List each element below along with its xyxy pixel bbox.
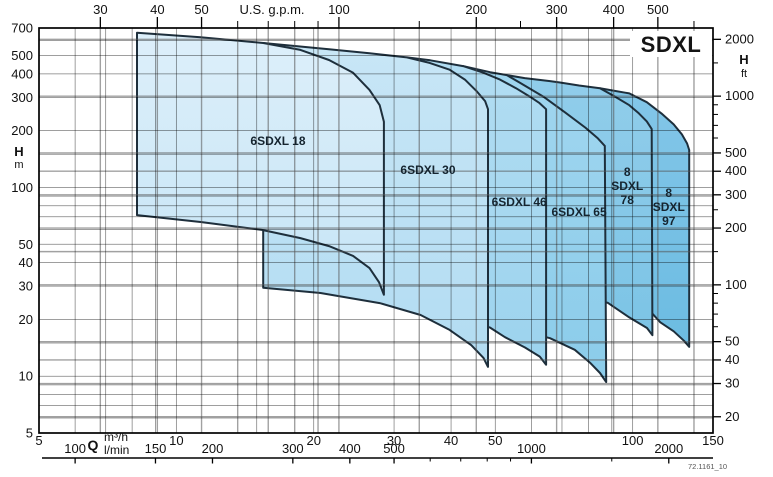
h-m-tick-label: 100 [11,180,33,195]
lmin-tick-label: 2000 [654,441,683,456]
ft-tick-label: 1000 [725,88,754,103]
series-title: SDXL [630,31,712,57]
region-label-8-sdxl-97: 97 [662,214,676,228]
left-axis-unit: m [14,159,23,171]
drawing-code: 72.1161_10 [688,462,727,471]
region-label-6sdxl-18: 6SDXL 18 [250,134,305,148]
lmin-tick-label: 300 [282,441,304,456]
gpm-tick-label: 40 [150,2,164,17]
q-axis-letter: Q [88,437,99,453]
region-label-8-sdxl-97: SDXL [653,200,685,214]
h-m-tick-label: 30 [19,279,33,294]
ft-tick-label: 100 [725,277,747,292]
ft-tick-label: 200 [725,220,747,235]
m3h-tick-label: 30 [387,433,401,448]
lmin-tick-label: 200 [202,441,224,456]
ft-tick-label: 20 [725,409,739,424]
gpm-tick-label: 300 [546,2,568,17]
m3h-tick-label: 50 [488,433,502,448]
h-m-tick-label: 20 [19,312,33,327]
region-label-8-sdxl-78: 8 [624,165,631,179]
top-axis-us-gpm: 30 40 50 100 200 300 400 500 U.S. g.p.m. [93,2,695,28]
gpm-tick-label: 30 [93,2,107,17]
h-m-tick-label: 500 [11,48,33,63]
series-title-backing [630,31,712,57]
m3h-tick-label: 5 [35,433,42,448]
lmin-tick-label: 100 [64,441,86,456]
region-label-8-sdxl-78: 78 [621,193,635,207]
region-label-6sdxl-30: 6SDXL 30 [400,163,455,177]
h-m-tick-label: 300 [11,90,33,105]
region-label-8-sdxl-97: 8 [665,186,672,200]
gpm-tick-label: 200 [465,2,487,17]
top-axis-title: U.S. g.p.m. [239,2,304,17]
left-axis-letter: H [14,144,23,159]
m3h-unit-label: m³/h [104,430,128,444]
bottom-axis-lmin: 100 150 200 300 400 500 1000 2000 Q l/min [42,437,713,464]
region-label-8-sdxl-78: SDXL [611,179,643,193]
right-axis-h-ft: 2000 1000 500 400 300 200 100 50 40 30 20 Hft [713,31,754,424]
m3h-tick-label: 100 [622,433,644,448]
h-m-tick-label: 50 [19,237,33,252]
grid [38,27,714,434]
m3h-tick-label: 40 [444,433,458,448]
lmin-tick-label: 150 [145,441,167,456]
region-label-6sdxl-65: 6SDXL 65 [551,205,606,219]
right-axis-letter: H [739,52,748,67]
h-m-tick-label: 10 [19,369,33,384]
h-m-tick-label: 5 [26,426,33,441]
gpm-tick-label: 400 [603,2,625,17]
ft-tick-label: 2000 [725,31,754,46]
series-title-text: SDXL [641,32,702,57]
h-m-tick-label: 400 [11,66,33,81]
lmin-tick-label: 400 [339,441,361,456]
region-label-6sdxl-46: 6SDXL 46 [492,195,547,209]
ft-tick-label: 50 [725,334,739,349]
m3h-tick-label: 150 [702,433,724,448]
m3h-tick-label: 20 [306,433,320,448]
gpm-tick-label: 500 [647,2,669,17]
ft-tick-label: 300 [725,187,747,202]
ft-tick-label: 30 [725,376,739,391]
h-m-tick-label: 40 [19,255,33,270]
plot-border [38,27,714,434]
h-m-tick-label: 700 [11,21,33,36]
right-axis-unit: ft [741,68,747,80]
m3h-tick-label: 10 [169,433,183,448]
ft-tick-label: 500 [725,145,747,160]
lmin-tick-label: 1000 [517,441,546,456]
left-axis-h-m: 700 500 400 300 200 100 50 40 30 20 10 5 Hm [11,21,33,441]
gpm-tick-label: 50 [194,2,208,17]
ft-tick-label: 400 [725,163,747,178]
lmin-tick-label: 500 [383,441,405,456]
gpm-tick-label: 100 [328,2,350,17]
bottom-axis-m3h: 5 10 20 30 40 50 100 150 m³/h [35,430,723,448]
ft-tick-label: 40 [725,352,739,367]
lmin-unit-label: l/min [104,443,129,457]
h-m-tick-label: 200 [11,123,33,138]
